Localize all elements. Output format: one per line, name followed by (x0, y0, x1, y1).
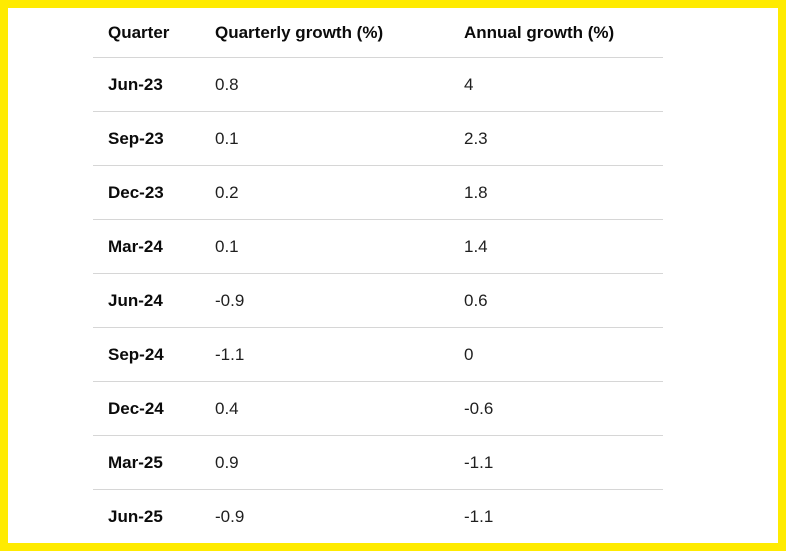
table-row: Jun-23 0.8 4 (93, 57, 663, 111)
cell-annual-growth: 0 (464, 344, 474, 364)
cell-quarterly-growth: 0.8 (215, 74, 239, 94)
cell-quarterly-growth: -0.9 (215, 506, 245, 526)
cell-annual-growth: -0.6 (464, 398, 494, 418)
table-row: Sep-23 0.1 2.3 (93, 111, 663, 165)
table-row: Mar-25 0.9 -1.1 (93, 435, 663, 489)
cell-quarterly-growth: 0.9 (215, 452, 239, 472)
table-row: Sep-24 -1.1 0 (93, 327, 663, 381)
cell-annual-growth: 1.8 (464, 182, 488, 202)
cell-quarterly-growth: -0.9 (215, 290, 245, 310)
column-header-quarterly-growth: Quarterly growth (%) (215, 22, 384, 42)
cell-quarter: Dec-23 (108, 182, 164, 202)
cell-quarterly-growth: -1.1 (215, 344, 245, 364)
cell-quarter: Sep-24 (108, 344, 164, 364)
cell-quarter: Jun-24 (108, 290, 163, 310)
cell-annual-growth: 0.6 (464, 290, 488, 310)
cell-quarter: Jun-23 (108, 74, 163, 94)
cell-quarter: Jun-25 (108, 506, 163, 526)
cell-quarterly-growth: 0.1 (215, 236, 239, 256)
table-row: Jun-24 -0.9 0.6 (93, 273, 663, 327)
table-row: Dec-24 0.4 -0.6 (93, 381, 663, 435)
cell-quarter: Sep-23 (108, 128, 164, 148)
cell-annual-growth: -1.1 (464, 452, 494, 472)
table-header-row: Quarter Quarterly growth (%) Annual grow… (93, 8, 663, 57)
cell-quarterly-growth: 0.1 (215, 128, 239, 148)
table-row: Dec-23 0.2 1.8 (93, 165, 663, 219)
cell-annual-growth: 2.3 (464, 128, 488, 148)
cell-quarterly-growth: 0.4 (215, 398, 239, 418)
cell-quarter: Mar-25 (108, 452, 163, 472)
cell-quarterly-growth: 0.2 (215, 182, 239, 202)
column-header-quarter: Quarter (108, 22, 170, 42)
cell-quarter: Mar-24 (108, 236, 163, 256)
table-row: Jun-25 -0.9 -1.1 (93, 489, 663, 543)
table-body: Jun-23 0.8 4 Sep-23 0.1 2.3 Dec-23 0.2 1.8 Mar-24… (93, 57, 663, 543)
growth-table: Quarter Quarterly growth (%) Annual grow… (93, 8, 663, 543)
column-header-annual-growth: Annual growth (%) (464, 22, 615, 42)
cell-annual-growth: -1.1 (464, 506, 494, 526)
cell-annual-growth: 1.4 (464, 236, 488, 256)
table-row: Mar-24 0.1 1.4 (93, 219, 663, 273)
cell-annual-growth: 4 (464, 74, 474, 94)
cell-quarter: Dec-24 (108, 398, 164, 418)
